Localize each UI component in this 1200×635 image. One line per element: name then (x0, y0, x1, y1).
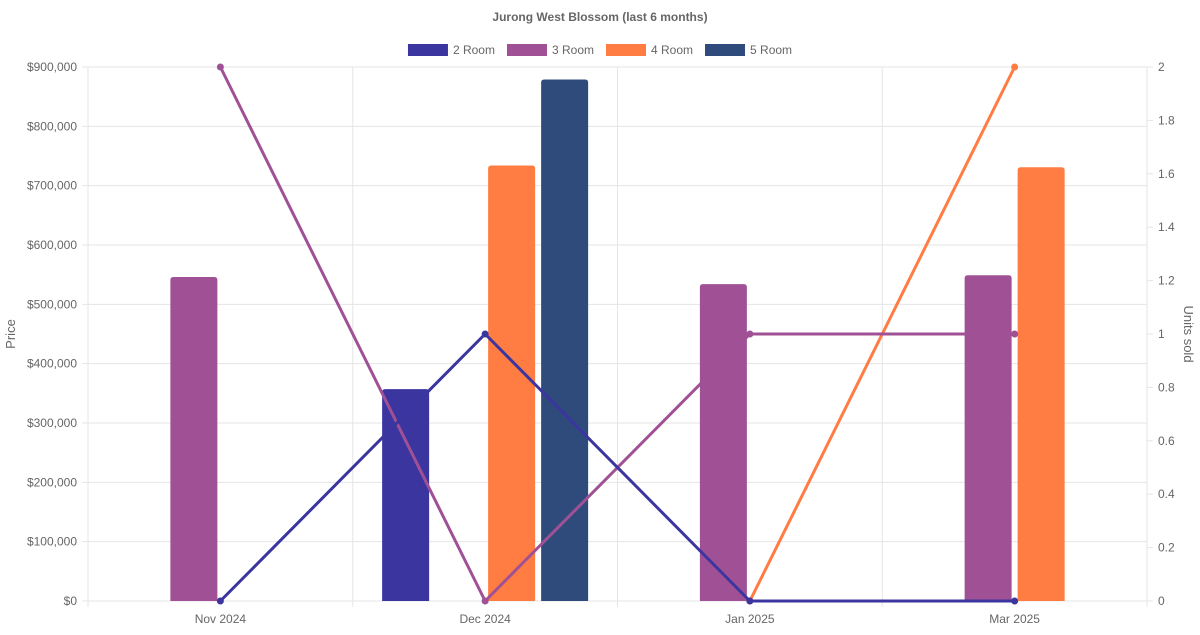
legend-label-5-room: 5 Room (750, 43, 792, 57)
point-3-room (481, 597, 489, 605)
point-2-room (216, 597, 224, 605)
line-2-room (219, 332, 1015, 603)
right-tick-label: 0.6 (1158, 434, 1175, 448)
bar-3-room (170, 277, 218, 601)
right-tick-label: 0.2 (1158, 541, 1175, 555)
right-tick-label: 0 (1158, 594, 1165, 608)
right-tick-label: 2 (1158, 60, 1165, 74)
right-tick-label: 1.2 (1158, 274, 1175, 288)
bar-4-room (1017, 167, 1065, 602)
x-tick-label: Dec 2024 (459, 612, 511, 626)
point-2-room (481, 330, 489, 338)
legend-label-3-room: 3 Room (552, 43, 594, 57)
point-3-room (216, 63, 224, 71)
bar-4-room (488, 165, 536, 601)
left-tick-label: $300,000 (27, 416, 77, 430)
point-4-room (1011, 63, 1019, 71)
chart-title: Jurong West Blossom (last 6 months) (492, 10, 707, 24)
right-tick-label: 1.6 (1158, 167, 1175, 181)
right-axis-title: Units sold (1181, 305, 1196, 362)
left-axis-title: Price (3, 319, 18, 349)
left-axis: $0 $100,000 $200,000 $300,000 $400,000 $500,0… (27, 60, 77, 608)
right-axis: 0 0.2 0.4 0.6 0.8 1 1.2 1.4 1.6 1.8 2 (1158, 60, 1175, 608)
left-tick-label: $500,000 (27, 297, 77, 311)
point-2-room (1011, 597, 1019, 605)
x-tick-label: Mar 2025 (989, 612, 1040, 626)
bar-3-room (699, 284, 747, 601)
right-tick-label: 1.8 (1158, 113, 1175, 127)
left-tick-label: $900,000 (27, 60, 77, 74)
bars (170, 79, 1065, 602)
bar-5-room (541, 79, 589, 601)
bar-3-room (964, 275, 1012, 601)
point-2-room (746, 597, 754, 605)
right-tick-label: 1 (1158, 327, 1165, 341)
right-tick-label: 1.4 (1158, 220, 1175, 234)
bar-2-room (382, 389, 430, 601)
left-tick-label: $800,000 (27, 119, 77, 133)
right-tick-label: 0.4 (1158, 487, 1175, 501)
legend-label-4-room: 4 Room (651, 43, 693, 57)
legend: 2 Room 3 Room 4 Room 5 Room (407, 43, 792, 57)
left-tick-label: $0 (64, 594, 78, 608)
left-tick-label: $600,000 (27, 238, 77, 252)
legend-swatch-2-room (407, 44, 448, 56)
point-3-room (746, 330, 754, 338)
left-tick-label: $100,000 (27, 535, 77, 549)
left-tick-label: $700,000 (27, 179, 77, 193)
point-3-room (1011, 330, 1019, 338)
left-tick-label: $400,000 (27, 357, 77, 371)
legend-swatch-5-room (705, 44, 746, 56)
legend-swatch-3-room (506, 44, 547, 56)
left-tick-label: $200,000 (27, 475, 77, 489)
x-tick-label: Jan 2025 (725, 612, 775, 626)
legend-swatch-4-room (606, 44, 646, 56)
lines (216, 63, 1019, 605)
right-tick-label: 0.8 (1158, 380, 1175, 394)
x-axis: Nov 2024 Dec 2024 Jan 2025 Mar 2025 (195, 612, 1041, 626)
x-tick-label: Nov 2024 (195, 612, 247, 626)
legend-label-2-room: 2 Room (453, 43, 495, 57)
